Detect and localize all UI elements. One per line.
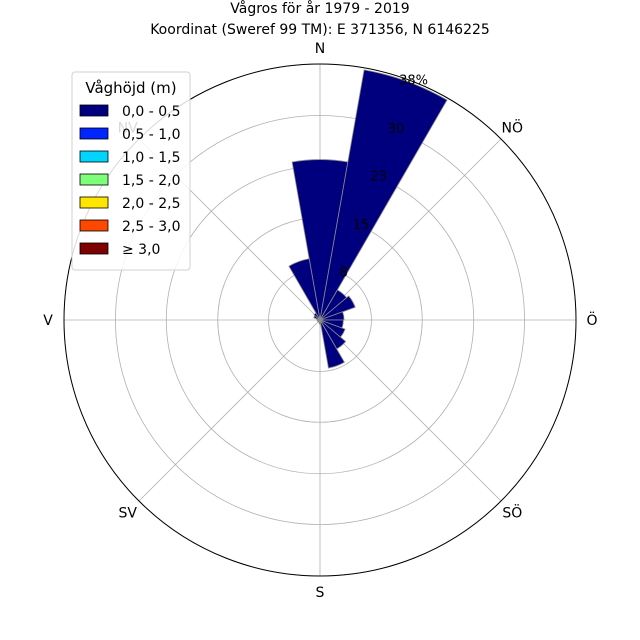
legend-label: 0,0 - 0,5 — [122, 104, 180, 120]
direction-label: V — [43, 313, 53, 329]
legend-label: 1,0 - 1,5 — [122, 150, 180, 166]
direction-label: Ö — [586, 311, 597, 329]
legend-swatch — [79, 219, 109, 232]
legend-label: 2,5 - 3,0 — [122, 219, 180, 235]
grid-spoke — [319, 319, 502, 502]
direction-label: SÖ — [502, 503, 522, 521]
legend-label: ≥ 3,0 — [122, 242, 160, 258]
legend-label: 2,0 - 2,5 — [122, 196, 180, 212]
chart-subtitle: Koordinat (Sweref 99 TM): E 371356, N 61… — [150, 22, 490, 38]
radial-tick-label: 30 — [388, 122, 405, 137]
chart-title: Vågros för år 1979 - 2019 — [230, 0, 409, 17]
direction-label: S — [316, 585, 325, 601]
legend-title: Våghöjd (m) — [85, 79, 176, 97]
radial-tick-label: 8 — [339, 266, 347, 281]
bar-sector — [319, 295, 356, 321]
legend-swatch — [79, 127, 109, 140]
legend-swatch — [79, 104, 109, 117]
legend-box — [71, 71, 191, 271]
bar-sector — [288, 258, 321, 321]
bar-sector — [319, 319, 345, 369]
radial-tick-label: 15 — [353, 218, 370, 233]
legend-swatch — [79, 150, 109, 163]
radial-tick-label: 23 — [370, 170, 387, 185]
grid-spoke — [319, 138, 502, 321]
bar-series — [288, 69, 448, 369]
outer-frame — [63, 63, 577, 577]
legend-swatch — [79, 196, 109, 209]
radial-tick-labels: 8 15 23 30 38% — [339, 73, 428, 280]
legend: Våghöjd (m) 0,0 - 0,5 0,5 - 1,0 1,0 - 1,5 1… — [71, 71, 191, 271]
direction-label: NÖ — [502, 119, 524, 137]
legend-swatch — [79, 173, 109, 186]
direction-label: N — [315, 41, 325, 57]
legend-swatch — [79, 242, 109, 255]
legend-label: 1,5 - 2,0 — [122, 173, 180, 189]
polar-grid — [63, 63, 577, 577]
radial-tick-label: 38% — [399, 73, 428, 88]
legend-label: 0,5 - 1,0 — [122, 127, 180, 143]
grid-spoke — [138, 319, 321, 502]
bar-sector — [319, 69, 448, 321]
bar-sector — [319, 311, 345, 321]
legend-entries: 0,0 - 0,5 0,5 - 1,0 1,0 - 1,5 1,5 - 2,0 2,0 … — [79, 104, 180, 258]
direction-label: SV — [118, 505, 137, 521]
